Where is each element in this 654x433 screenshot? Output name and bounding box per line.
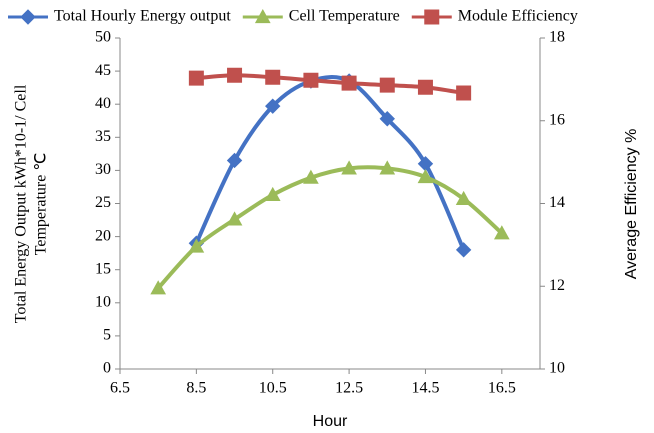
y-tick-label: 0 <box>103 360 111 377</box>
series-line <box>156 165 504 290</box>
legend-label: Cell Temperature <box>289 8 400 25</box>
marker <box>417 168 434 184</box>
y-tick-label: 40 <box>95 95 111 112</box>
x-tick-label: 12.5 <box>335 380 363 397</box>
y-tick-label: 20 <box>95 227 111 244</box>
x-tick-label: 8.5 <box>186 380 206 397</box>
y-tick-label: 35 <box>95 128 111 145</box>
marker <box>226 211 243 226</box>
y-tick-label: 15 <box>95 260 111 277</box>
y2-axis-title: Average Efficiency % <box>623 129 640 280</box>
marker <box>417 79 433 95</box>
y2-tick-label: 16 <box>549 111 565 128</box>
marker <box>379 160 396 175</box>
x-tick-label: 6.5 <box>110 380 130 397</box>
marker <box>265 98 281 114</box>
marker <box>226 152 243 169</box>
marker <box>455 190 472 205</box>
marker <box>379 111 395 127</box>
marker <box>188 238 205 253</box>
y2-tick-label: 18 <box>549 29 565 46</box>
x-tick-label: 16.5 <box>488 380 516 397</box>
legend-label: Module Efficiency <box>458 8 578 25</box>
marker <box>188 70 204 86</box>
marker <box>150 280 167 295</box>
y2-tick-label: 14 <box>549 194 565 211</box>
y-tick-label: 25 <box>95 194 111 211</box>
y2-tick-label: 10 <box>549 360 565 377</box>
y-tick-label: 10 <box>95 293 111 310</box>
y-tick-label: 45 <box>95 62 111 79</box>
marker <box>303 72 319 88</box>
marker <box>303 169 319 184</box>
x-tick-label: 14.5 <box>411 380 439 397</box>
legend-label: Total Hourly Energy output <box>54 8 231 25</box>
marker <box>493 225 510 240</box>
marker <box>379 77 395 93</box>
y-tick-label: 30 <box>95 161 111 178</box>
y2-tick-label: 12 <box>549 277 565 294</box>
marker <box>264 186 281 201</box>
legend-marker <box>254 8 271 24</box>
x-axis-title: Hour <box>313 413 348 430</box>
y-tick-label: 5 <box>103 327 111 344</box>
x-tick-label: 10.5 <box>259 380 287 397</box>
legend-marker <box>424 9 440 25</box>
marker <box>456 85 472 101</box>
marker <box>455 242 472 258</box>
y-axis-title: Total Energy Output kWh*10-1/ Cell <box>13 84 30 323</box>
y-axis-title: Temperature ℃ <box>33 153 50 256</box>
marker <box>341 160 357 175</box>
marker <box>227 67 243 83</box>
y-tick-label: 50 <box>95 29 111 46</box>
marker <box>265 69 281 85</box>
legend-marker <box>20 9 36 25</box>
marker <box>341 75 357 91</box>
